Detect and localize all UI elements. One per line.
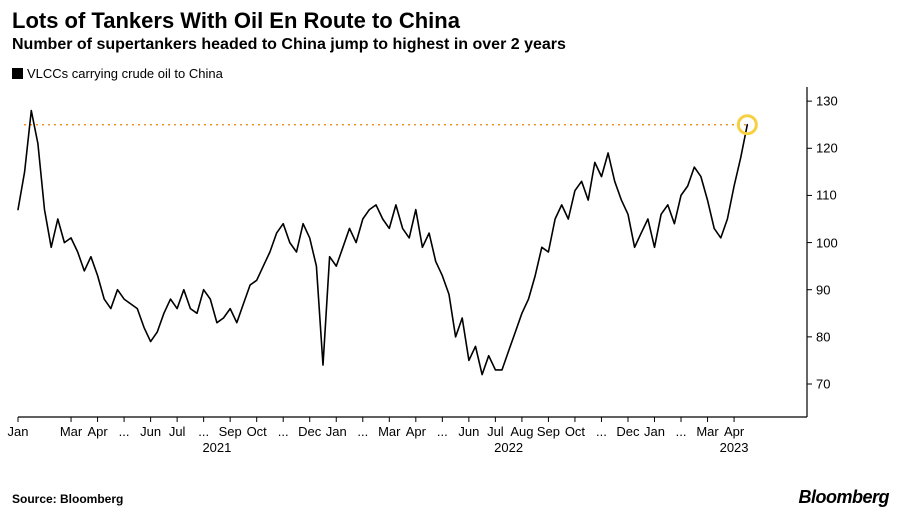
x-tick-label: Jan: [644, 424, 665, 439]
x-tick-label: ...: [278, 424, 289, 439]
line-chart: 70 80 90 100 110 120 130 Jan Mar Apr... Jun Jul... S…: [12, 83, 877, 463]
x-tick-label: Mar: [378, 424, 400, 439]
x-tick-label: ...: [437, 424, 448, 439]
x-tick-label: Jun: [458, 424, 479, 439]
x-tick-label: Oct: [247, 424, 267, 439]
x-tick-label: Jul: [487, 424, 504, 439]
x-tick-label: Mar: [696, 424, 718, 439]
x-tick-label: ...: [198, 424, 209, 439]
x-year-label: 2022: [494, 440, 523, 455]
y-tick-label: 100: [816, 235, 838, 250]
x-tick-label: Jan: [8, 424, 29, 439]
x-tick-label: Dec: [298, 424, 321, 439]
x-tick-label: ...: [119, 424, 130, 439]
page-subtitle: Number of supertankers headed to China j…: [12, 36, 905, 54]
x-tick-label: Aug: [510, 424, 533, 439]
source-label: Source: Bloomberg: [12, 492, 123, 506]
x-tick-label: Jul: [169, 424, 186, 439]
y-tick-label: 90: [816, 282, 830, 297]
x-tick-label: ...: [596, 424, 607, 439]
x-tick-label: Sep: [537, 424, 560, 439]
x-tick-label: ...: [676, 424, 687, 439]
x-tick-label: ...: [357, 424, 368, 439]
y-tick-label: 80: [816, 329, 830, 344]
x-tick-label: Mar: [60, 424, 82, 439]
x-tick-label: Dec: [616, 424, 639, 439]
y-tick-label: 110: [816, 188, 837, 203]
legend: VLCCs carrying crude oil to China: [12, 66, 905, 81]
legend-label: VLCCs carrying crude oil to China: [27, 66, 223, 81]
x-tick-label: Jan: [326, 424, 347, 439]
x-tick-label: Apr: [406, 424, 426, 439]
x-year-label: 2023: [720, 440, 749, 455]
y-tick-label: 120: [816, 141, 838, 156]
page-title: Lots of Tankers With Oil En Route to Chi…: [12, 8, 905, 34]
brand-label: Bloomberg: [798, 487, 889, 508]
x-tick-label: Jun: [140, 424, 161, 439]
x-tick-label: Sep: [219, 424, 242, 439]
y-tick-label: 130: [816, 94, 838, 109]
y-tick-label: 70: [816, 377, 830, 392]
x-tick-label: Oct: [565, 424, 585, 439]
x-tick-label: Apr: [87, 424, 107, 439]
legend-swatch-icon: [12, 68, 23, 79]
x-year-label: 2021: [202, 440, 231, 455]
x-tick-label: Apr: [724, 424, 744, 439]
